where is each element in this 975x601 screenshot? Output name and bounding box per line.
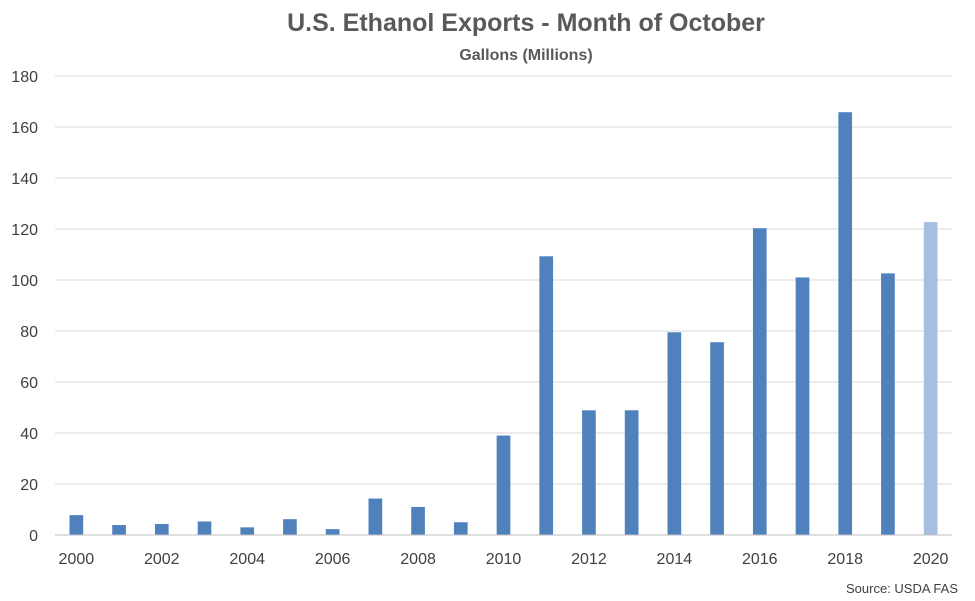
x-tick-label: 2010 xyxy=(486,551,522,568)
y-axis-ticks: 0 20 40 60 80 100 120 140 160 180 xyxy=(11,69,38,545)
x-tick-label: 2012 xyxy=(571,551,607,568)
gridlines xyxy=(55,75,952,485)
bar-2004 xyxy=(240,527,255,535)
bar-2014 xyxy=(667,332,682,535)
bar-2007 xyxy=(368,498,383,535)
y-tick-label: 120 xyxy=(11,222,38,239)
y-tick-label: 140 xyxy=(11,171,38,188)
x-tick-label: 2002 xyxy=(144,551,180,568)
x-tick-label: 2000 xyxy=(59,551,95,568)
y-tick-label: 20 xyxy=(20,477,38,494)
x-tick-label: 2008 xyxy=(400,551,436,568)
bars xyxy=(69,112,938,536)
chart-title: U.S. Ethanol Exports - Month of October xyxy=(287,9,765,37)
bar-2018 xyxy=(838,112,853,536)
x-tick-label: 2016 xyxy=(742,551,778,568)
source-note: Source: USDA FAS xyxy=(846,581,958,596)
bar-2010 xyxy=(496,435,511,535)
x-axis-ticks: 2000 2002 2004 2006 2008 2010 2012 2014 2016 2018… xyxy=(59,551,949,568)
bar-2001 xyxy=(112,525,126,535)
bar-2000 xyxy=(69,515,84,535)
y-tick-label: 0 xyxy=(29,528,38,545)
x-tick-label: 2014 xyxy=(657,551,693,568)
x-tick-label: 2006 xyxy=(315,551,351,568)
x-tick-label: 2020 xyxy=(913,551,949,568)
bar-2006 xyxy=(325,529,340,535)
y-tick-label: 100 xyxy=(11,273,38,290)
x-tick-label: 2004 xyxy=(229,551,265,568)
bar-2016 xyxy=(752,228,767,536)
bar-2011 xyxy=(539,256,554,535)
chart-subtitle: Gallons (Millions) xyxy=(459,47,592,64)
bar-2008 xyxy=(411,506,425,535)
y-tick-label: 160 xyxy=(11,120,38,137)
bar-2002 xyxy=(154,524,169,535)
bar-2015 xyxy=(710,342,724,535)
y-tick-label: 60 xyxy=(20,375,38,392)
bar-2003 xyxy=(197,521,212,535)
bar-2013 xyxy=(624,410,639,535)
y-tick-label: 80 xyxy=(20,324,38,341)
y-tick-label: 40 xyxy=(20,426,38,443)
bar-2019 xyxy=(881,273,895,535)
bar-2009 xyxy=(453,522,468,535)
bar-2017 xyxy=(795,277,810,535)
bar-2005 xyxy=(283,519,297,535)
bar-2020 xyxy=(923,222,938,536)
x-tick-label: 2018 xyxy=(827,551,863,568)
y-tick-label: 180 xyxy=(11,69,38,86)
bar-2012 xyxy=(582,410,596,535)
